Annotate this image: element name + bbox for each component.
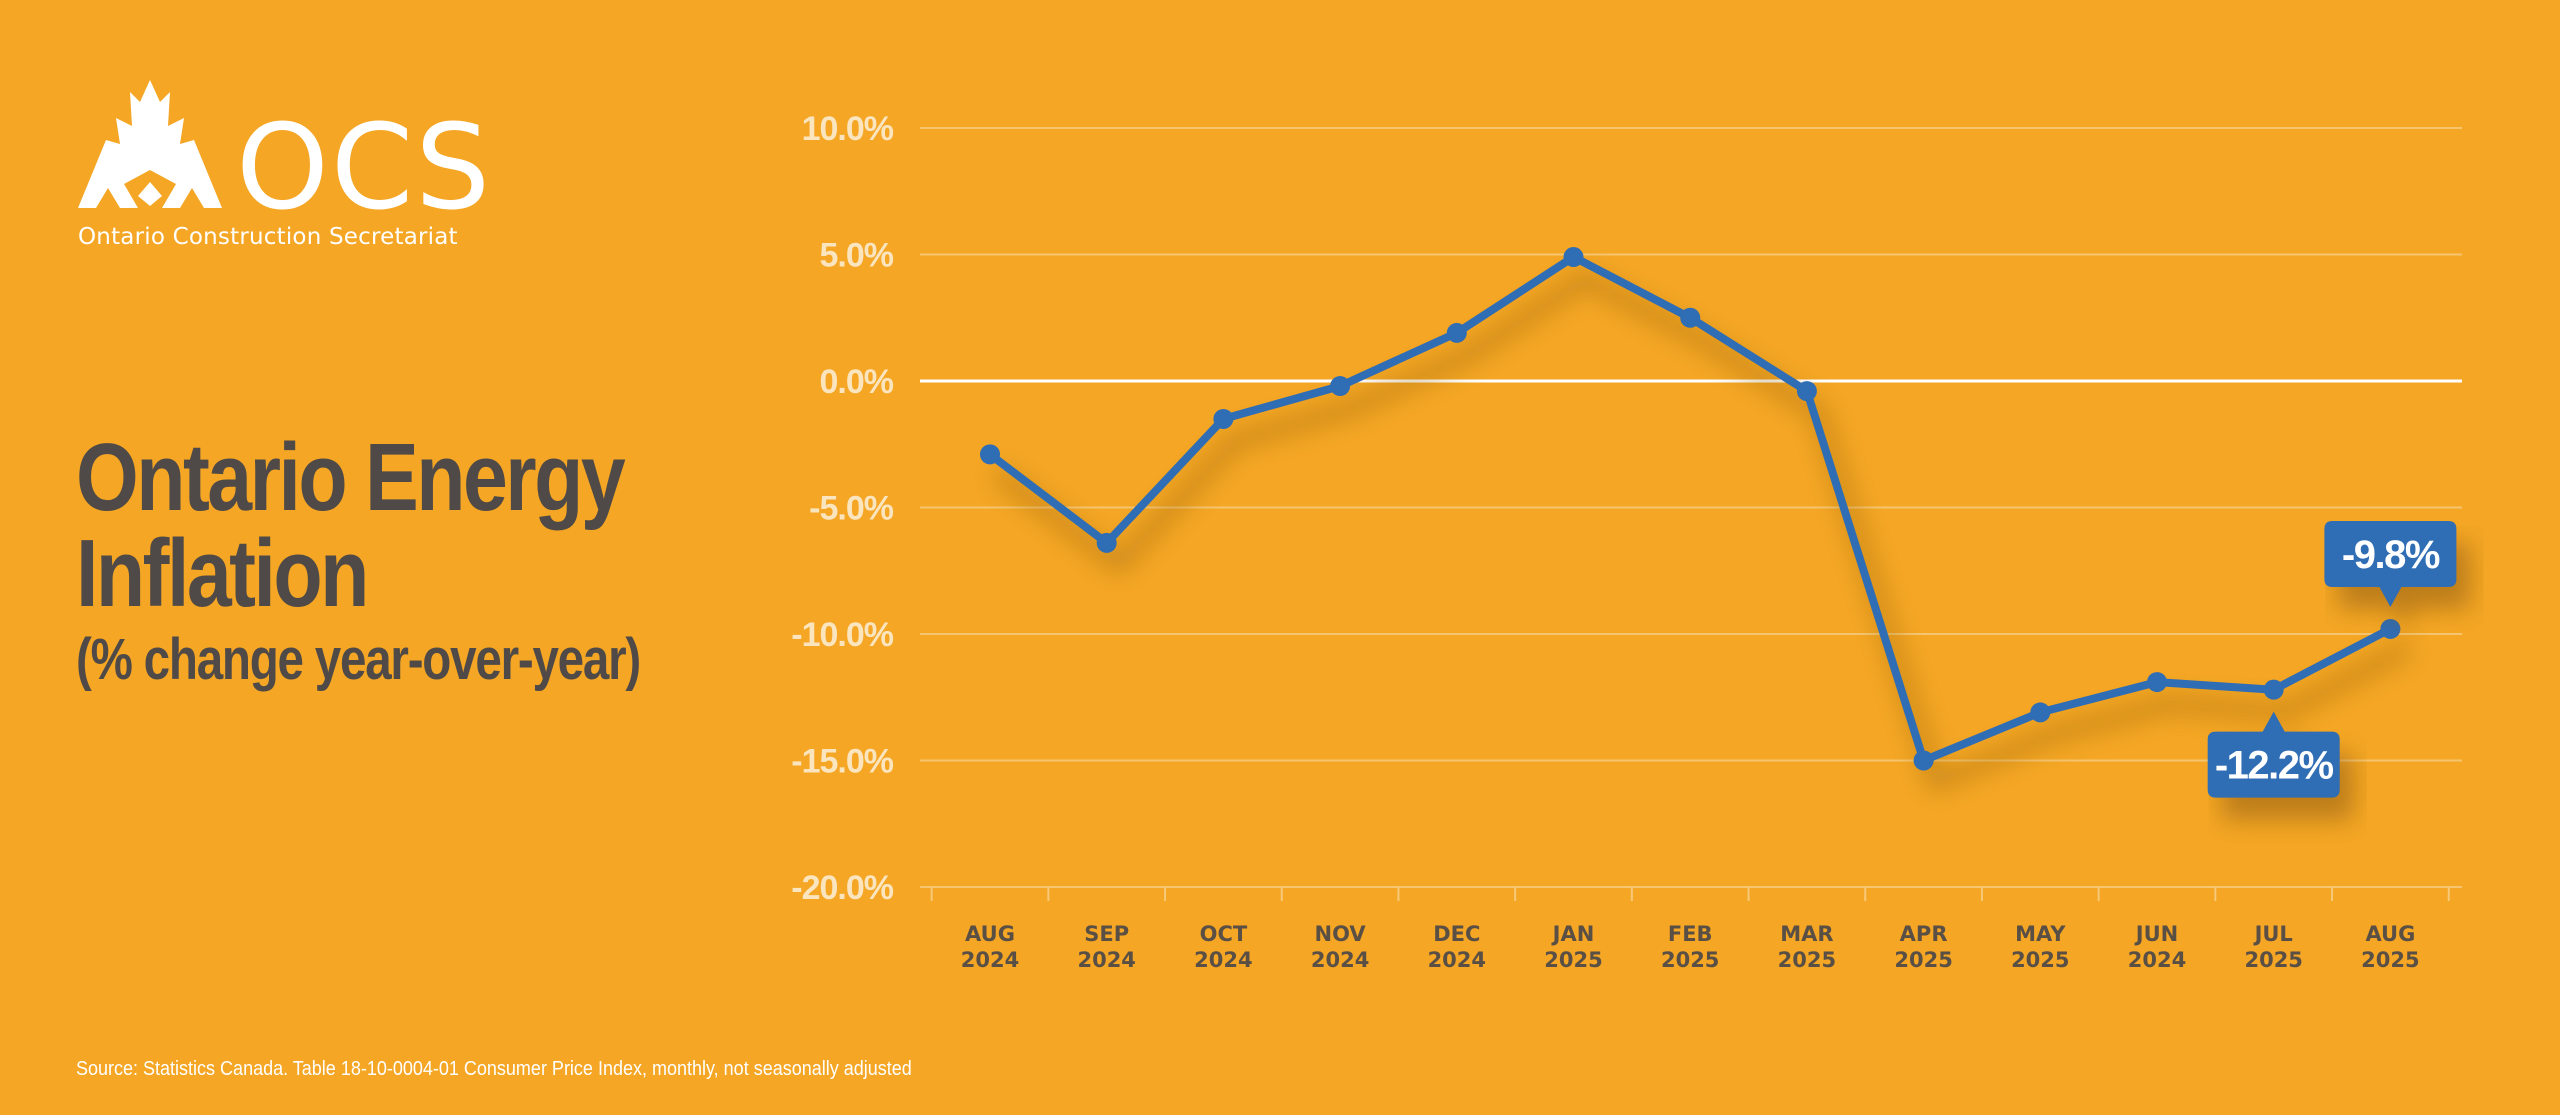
data-point	[1680, 307, 1701, 328]
x-tick-label-month: NOV	[1315, 922, 1367, 946]
x-tick-label-month: APR	[1900, 922, 1948, 946]
brand-name: Ontario Construction Secretariat	[78, 224, 458, 250]
callout-label: -9.8%	[2342, 533, 2440, 577]
data-point	[1096, 532, 1117, 553]
x-tick-label-year: 2025	[2361, 948, 2419, 972]
chart-subtitle: (% change year-over-year)	[76, 627, 641, 692]
callouts: -12.2% -9.8%	[2207, 520, 2471, 820]
x-tick-label-year: 2025	[1894, 948, 1952, 972]
x-tick-label-year: 2024	[1194, 948, 1252, 972]
x-tick-label-year: 2024	[1428, 948, 1486, 972]
x-tick-label-month: MAR	[1780, 922, 1833, 946]
x-tick-label-year: 2024	[961, 948, 1019, 972]
callout-box	[2207, 711, 2340, 798]
x-tick-label-month: DEC	[1433, 922, 1480, 946]
x-tick-label-month: OCT	[1200, 922, 1248, 946]
x-tick-label-month: AUG	[965, 922, 1015, 946]
y-tick-label: 0.0%	[820, 363, 894, 401]
x-tick-label-month: MAY	[2015, 922, 2066, 946]
x-tick-label-month: JUL	[2253, 922, 2293, 946]
x-tick-label-month: FEB	[1668, 922, 1713, 946]
title-block: Ontario Energy Inflation (% change year-…	[76, 430, 756, 692]
y-tick-label: -15.0%	[791, 743, 893, 781]
callout: -9.8%	[2324, 520, 2471, 629]
data-point	[1796, 381, 1817, 402]
ocs-logo: OCS	[78, 80, 492, 236]
data-point	[1913, 750, 1934, 771]
y-tick-label: -20.0%	[791, 869, 893, 907]
x-tick-label-month: SEP	[1084, 922, 1129, 946]
logo-wordmark: OCS	[236, 98, 492, 236]
y-tick-label: 5.0%	[820, 237, 894, 275]
chart-title: Ontario Energy Inflation	[76, 430, 647, 622]
x-tick-label-month: JUN	[2134, 922, 2178, 946]
y-tick-label: 10.0%	[802, 110, 894, 148]
x-tick-label-year: 2024	[1311, 948, 1369, 972]
x-tick-label-year: 2024	[1077, 948, 1135, 972]
data-point	[2030, 702, 2051, 723]
series-line-shadow	[995, 272, 2410, 790]
x-tick-label-month: AUG	[2365, 922, 2415, 946]
x-tick-label-year: 2025	[1778, 948, 1836, 972]
data-point	[980, 444, 1000, 465]
data-points	[980, 247, 2401, 771]
title-line-1: Ontario Energy	[76, 424, 626, 531]
data-point	[2263, 679, 2284, 700]
source-note: Source: Statistics Canada. Table 18-10-0…	[76, 1058, 912, 1080]
data-point	[1446, 322, 1467, 343]
y-tick-label: -5.0%	[809, 490, 894, 528]
callout-label: -12.2%	[2215, 744, 2334, 788]
y-tick-label: -10.0%	[791, 616, 893, 654]
title-line-2: Inflation	[76, 520, 369, 627]
y-axis-ticks: 10.0% 5.0% 0.0% -5.0% -10.0% -15.0% -20.0%	[791, 110, 895, 907]
x-tick-label-year: 2025	[1661, 948, 1719, 972]
data-point	[2147, 672, 2167, 693]
data-point	[1330, 376, 1351, 397]
data-point	[2380, 618, 2401, 639]
x-tick-label-year: 2025	[2011, 948, 2069, 972]
x-axis: AUG2024SEP2024OCT2024NOV2024DEC2024JAN20…	[930, 887, 2450, 972]
line-shadow	[995, 272, 2410, 790]
triangle-mark-icon	[78, 80, 222, 208]
x-tick-label-year: 2024	[2128, 948, 2186, 972]
callout: -12.2%	[2207, 711, 2354, 820]
callout-box	[2324, 520, 2457, 607]
x-tick-label-year: 2025	[1544, 948, 1602, 972]
data-point	[1563, 247, 1584, 268]
x-tick-label-year: 2025	[2244, 948, 2302, 972]
data-point	[1213, 408, 1234, 429]
x-tick-label-month: JAN	[1551, 922, 1595, 946]
